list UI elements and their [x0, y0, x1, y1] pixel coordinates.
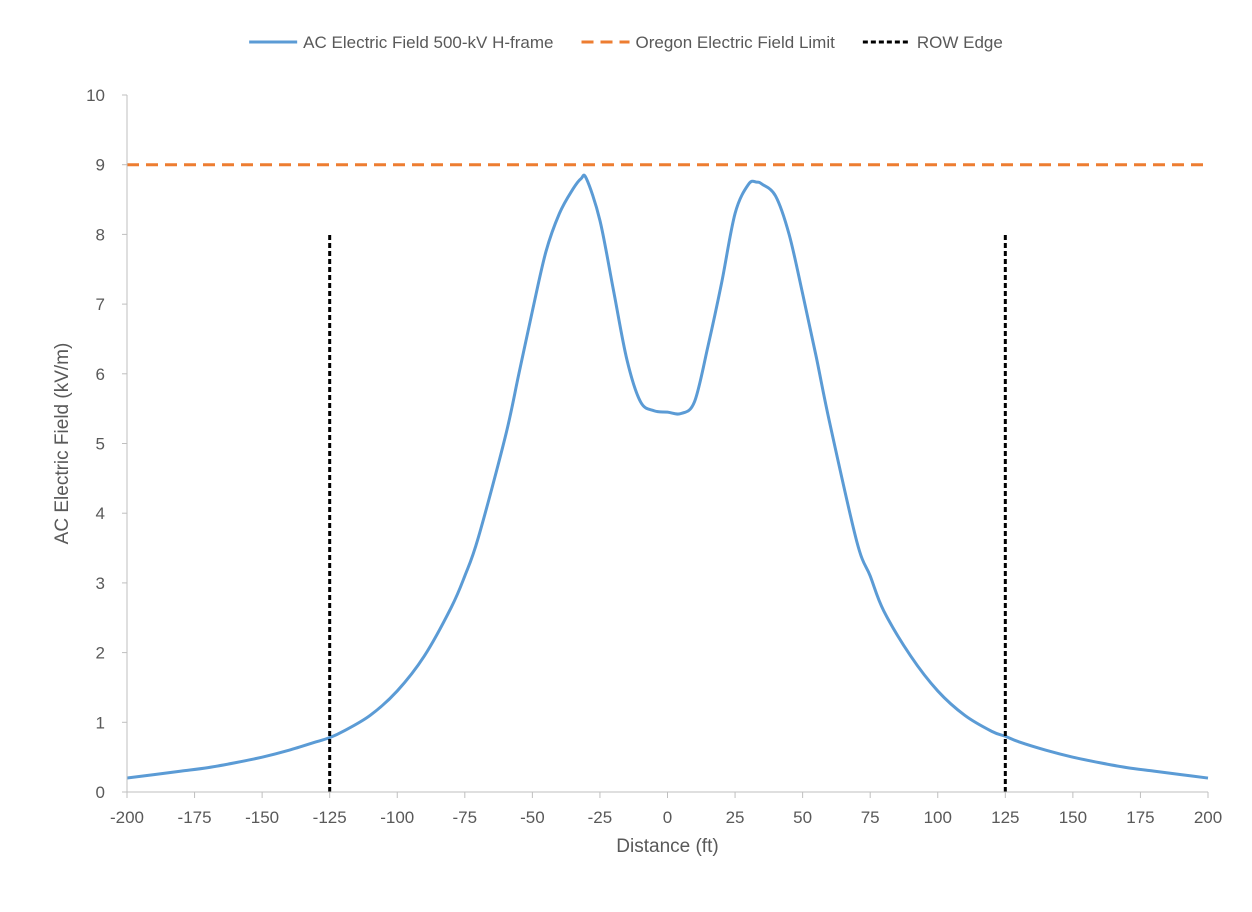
- x-tick-label: -200: [110, 808, 144, 827]
- y-tick-label: 6: [96, 365, 105, 384]
- legend-label: ROW Edge: [917, 33, 1003, 52]
- x-tick-label: -125: [313, 808, 347, 827]
- y-tick-label: 0: [96, 783, 105, 802]
- series-line-ac-electric-field-500-kv-h-frame: [126, 173, 1209, 780]
- x-tick-label: -50: [520, 808, 545, 827]
- y-tick-labels: 0 1 2 3 4 5 6 7 8 9 10: [86, 86, 127, 802]
- y-tick-label: 4: [96, 504, 105, 523]
- y-axis-title: AC Electric Field (kV/m): [52, 343, 73, 545]
- legend: AC Electric Field 500-kV H-frame Oregon E…: [249, 33, 1003, 52]
- legend-item-oregon-electric-field-limit: Oregon Electric Field Limit: [581, 33, 836, 52]
- x-tick-label: 125: [991, 808, 1019, 827]
- x-tick-label: -150: [245, 808, 279, 827]
- y-tick-label: 9: [96, 156, 105, 175]
- legend-label: Oregon Electric Field Limit: [636, 33, 836, 52]
- x-tick-label: 75: [861, 808, 880, 827]
- legend-label: AC Electric Field 500-kV H-frame: [303, 33, 553, 52]
- x-tick-label: -100: [380, 808, 414, 827]
- x-tick-label: -175: [178, 808, 212, 827]
- x-tick-label: 100: [924, 808, 952, 827]
- series-layer: [126, 163, 1209, 792]
- x-tick-label: 150: [1059, 808, 1087, 827]
- x-tick-label: -75: [453, 808, 478, 827]
- x-tick-label: -25: [588, 808, 613, 827]
- x-tick-label: 200: [1194, 808, 1222, 827]
- x-tick-label: 50: [793, 808, 812, 827]
- axes: [126, 95, 1208, 793]
- legend-item-ac-electric-field-500-kv-h-frame: AC Electric Field 500-kV H-frame: [249, 33, 554, 52]
- y-tick-label: 1: [96, 713, 105, 732]
- x-axis-title: Distance (ft): [616, 836, 718, 857]
- y-tick-label: 7: [96, 295, 105, 314]
- y-tick-label: 2: [96, 644, 105, 663]
- x-tick-label: 0: [663, 808, 672, 827]
- y-tick-label: 8: [96, 225, 105, 244]
- x-tick-label: 175: [1126, 808, 1154, 827]
- x-tick-label: 25: [726, 808, 745, 827]
- y-tick-label: 10: [86, 86, 105, 105]
- legend-item-row-edge: ROW Edge: [862, 33, 1003, 52]
- x-tick-labels: -200 -175 -150 -125 -100 -75 -50 -25 0 25 50 75 100 1…: [110, 792, 1222, 827]
- y-tick-label: 3: [96, 574, 105, 593]
- y-tick-label: 5: [96, 435, 105, 454]
